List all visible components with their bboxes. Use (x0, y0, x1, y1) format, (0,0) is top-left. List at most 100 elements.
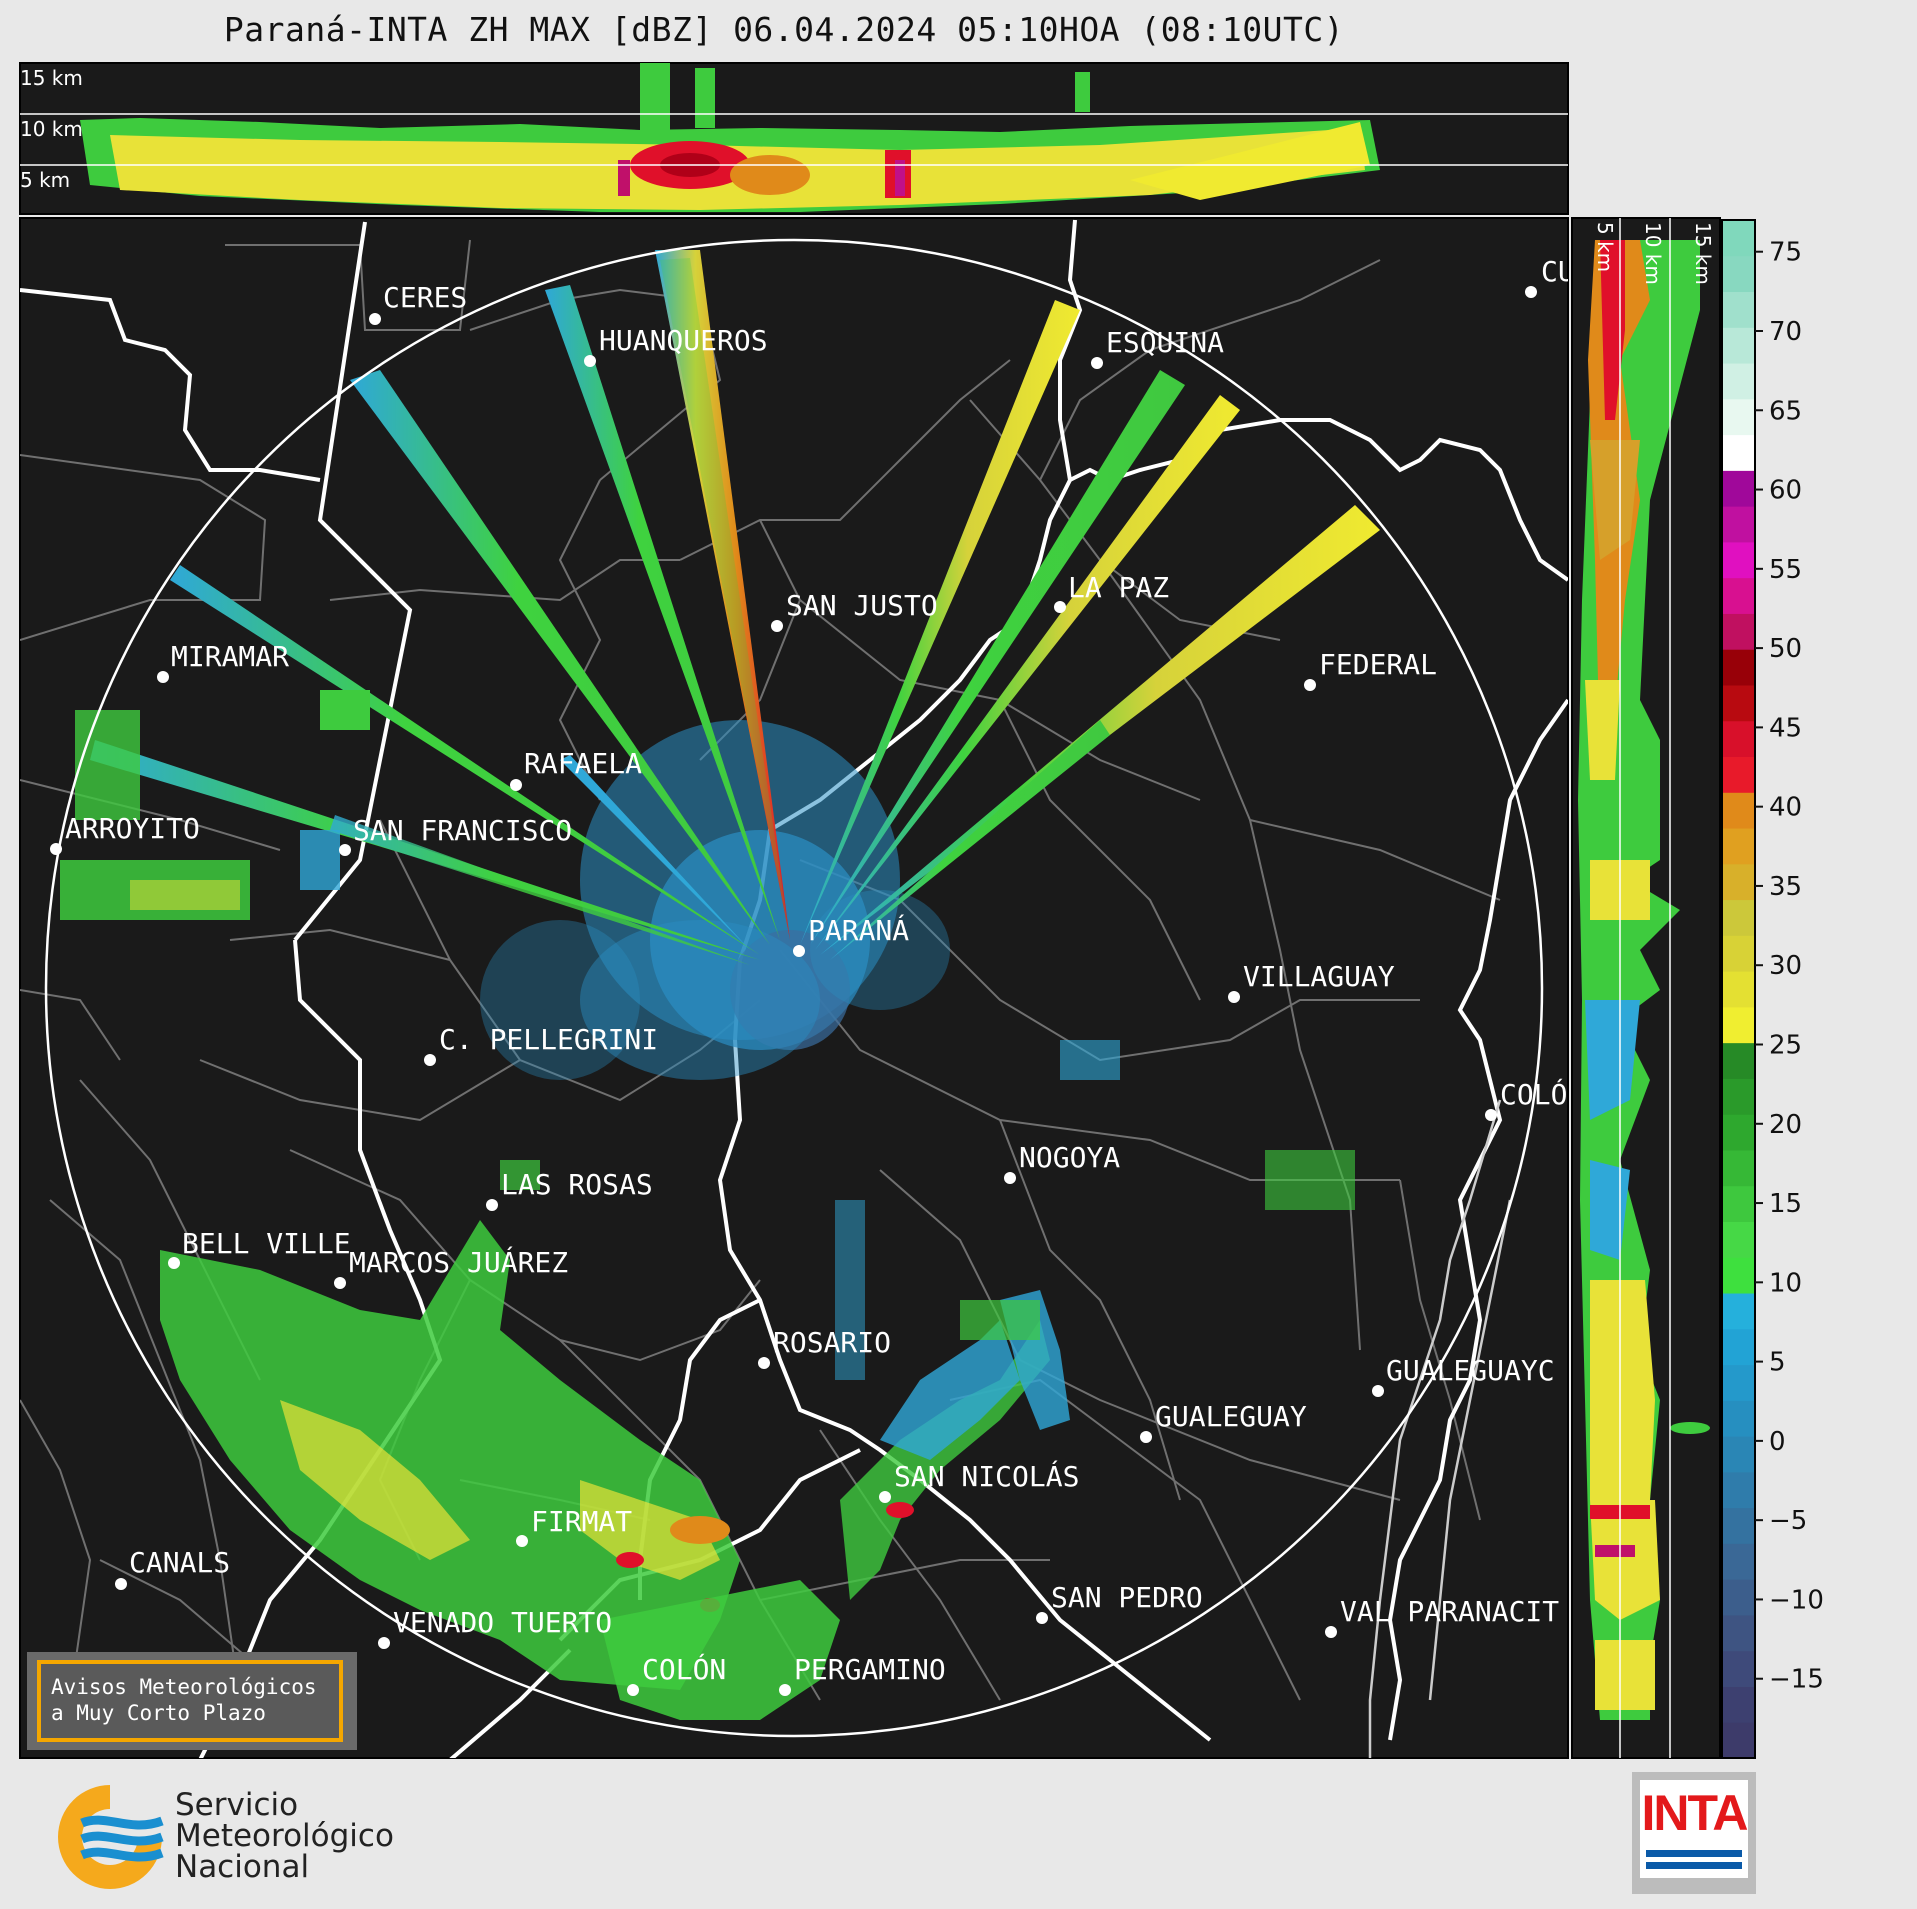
svg-text:ESQUINA: ESQUINA (1106, 326, 1224, 359)
svg-text:VILLAGUAY: VILLAGUAY (1243, 960, 1395, 993)
city-colon: COLÓN (627, 1652, 726, 1696)
colorbar-tick-label: −10 (1769, 1585, 1824, 1615)
colorbar-cell (1722, 828, 1755, 865)
city-cu: CU (1525, 255, 1568, 298)
colorbar-cell (1722, 1114, 1755, 1151)
city-ceres: CERES (369, 281, 467, 325)
smn-sun-icon (58, 1785, 162, 1889)
city-firmat: FIRMAT (516, 1505, 632, 1547)
colorbar-tick-label: 20 (1769, 1110, 1802, 1140)
colorbar-tick-label: 5 (1769, 1348, 1786, 1378)
city-san-pedro: SAN PEDRO (1036, 1581, 1203, 1624)
city-gualeguayc: GUALEGUAYC (1372, 1354, 1555, 1397)
colorbar-cell (1722, 1436, 1755, 1473)
colorbar-cell (1722, 541, 1755, 579)
city-markers: CERES HUANQUEROS ESQUINA CU SAN JUSTO LA… (50, 255, 1568, 1696)
city-esquina: ESQUINA (1091, 326, 1224, 369)
svg-text:GUALEGUAYC: GUALEGUAYC (1386, 1354, 1555, 1387)
city-villaguay: VILLAGUAY (1228, 960, 1395, 1003)
svg-text:VENADO TUERTO: VENADO TUERTO (393, 1606, 612, 1639)
colorbar-cell (1722, 649, 1755, 686)
side-profile-echoes (1578, 240, 1710, 1720)
colorbar-cell (1722, 255, 1755, 293)
beam-huanqueros (655, 250, 790, 940)
svg-text:SAN FRANCISCO: SAN FRANCISCO (353, 814, 572, 847)
city-bell-ville: BELL VILLE (168, 1227, 351, 1269)
svg-text:VAL PARANACIT: VAL PARANACIT (1340, 1595, 1559, 1628)
svg-text:FEDERAL: FEDERAL (1319, 648, 1437, 681)
top-profile-echoes (80, 63, 1380, 212)
city-miramar: MIRAMAR (157, 640, 289, 683)
svg-text:CANALS: CANALS (129, 1546, 230, 1579)
colorbar-tick-label: 55 (1769, 555, 1802, 585)
colorbar-cell (1722, 684, 1755, 722)
city-pergamino: PERGAMINO (779, 1653, 946, 1696)
colorbar-cell (1722, 1579, 1755, 1616)
svg-text:SAN PEDRO: SAN PEDRO (1051, 1581, 1203, 1614)
colorbar-cell (1722, 1257, 1755, 1294)
colorbar-cell (1722, 1006, 1755, 1044)
city-venado-tuerto: VENADO TUERTO (378, 1606, 612, 1649)
smn-line1: Servicio (175, 1787, 299, 1823)
svg-text:LA PAZ: LA PAZ (1068, 571, 1169, 604)
colorbar-tick-label: 75 (1769, 238, 1802, 268)
colorbar-tick-label: −5 (1769, 1506, 1807, 1536)
range-ring (44, 238, 1544, 1738)
colorbar-cell (1722, 899, 1755, 936)
svg-text:MARCOS JUÁREZ: MARCOS JUÁREZ (349, 1245, 568, 1279)
top-10km-label: 10 km (20, 117, 83, 141)
colorbar-cell (1722, 1400, 1755, 1437)
city-las-rosas: LAS ROSAS (486, 1168, 653, 1211)
svg-text:GUALEGUAY: GUALEGUAY (1155, 1400, 1307, 1433)
colorbar-tick-label: 15 (1769, 1189, 1802, 1219)
svg-text:SAN NICOLÁS: SAN NICOLÁS (894, 1459, 1079, 1493)
svg-text:HUANQUEROS: HUANQUEROS (599, 324, 768, 357)
map-panel: CERES HUANQUEROS ESQUINA CU SAN JUSTO LA… (19, 217, 1569, 1759)
svg-text:CERES: CERES (383, 281, 467, 314)
colorbar-tick-label: 45 (1769, 713, 1802, 743)
colorbar-cell (1722, 434, 1755, 471)
colorbar-tick-label: −15 (1769, 1665, 1824, 1695)
inta-word: INTA (1641, 1785, 1749, 1841)
colorbar-cell (1722, 363, 1755, 400)
colorbar-cell (1722, 1221, 1755, 1258)
colorbar-cell (1722, 1364, 1755, 1401)
city-c-pellegrini: C. PELLEGRINI (424, 1023, 658, 1066)
colorbar-cell (1722, 1328, 1755, 1366)
city-val-paranacit: VAL PARANACIT (1325, 1595, 1559, 1638)
city-rafaela: RAFAELA (510, 747, 642, 791)
city-san-justo: SAN JUSTO (771, 589, 938, 632)
svg-text:COLÓN: COLÓN (642, 1652, 726, 1686)
inta-logo: INTA (1632, 1772, 1756, 1894)
svg-text:C. PELLEGRINI: C. PELLEGRINI (439, 1023, 658, 1056)
colorbar-cell (1722, 1650, 1755, 1687)
colorbar-cell (1722, 506, 1755, 543)
city-gualeguay: GUALEGUAY (1140, 1400, 1307, 1443)
colorbar-cell (1722, 1078, 1755, 1115)
smn-logo (58, 1785, 164, 1889)
city-la-paz: LA PAZ (1054, 571, 1169, 613)
city-canals: CANALS (115, 1546, 230, 1590)
colorbar-cell (1722, 220, 1755, 257)
top-profile-panel: 15 km 10 km 5 km (19, 62, 1569, 215)
colorbar-tick-label: 0 (1769, 1427, 1786, 1457)
svg-text:NOGOYA: NOGOYA (1019, 1141, 1120, 1174)
city-arroyito: ARROYITO (50, 812, 200, 855)
city-huanqueros: HUANQUEROS (584, 324, 768, 367)
colorbar-cell (1722, 470, 1755, 507)
colorbar-cell (1722, 1543, 1755, 1580)
svg-text:BELL VILLE: BELL VILLE (182, 1227, 351, 1260)
colorbar-cell (1722, 720, 1755, 758)
colorbar-cell (1722, 1293, 1755, 1330)
colorbar-cell (1722, 792, 1755, 829)
svg-text:MIRAMAR: MIRAMAR (171, 640, 289, 673)
smn-wave-icon (80, 1815, 164, 1830)
colorbar-cell (1722, 971, 1755, 1008)
svg-text:SAN JUSTO: SAN JUSTO (786, 589, 938, 622)
svg-text:FIRMAT: FIRMAT (531, 1505, 632, 1538)
smn-name: Servicio Meteorológico Nacional (175, 1790, 394, 1883)
svg-text:LAS ROSAS: LAS ROSAS (501, 1168, 653, 1201)
city-san-nicolas: SAN NICOLÁS (879, 1459, 1079, 1503)
colorbar-cell (1722, 577, 1755, 614)
colorbar-cell (1722, 1149, 1755, 1187)
